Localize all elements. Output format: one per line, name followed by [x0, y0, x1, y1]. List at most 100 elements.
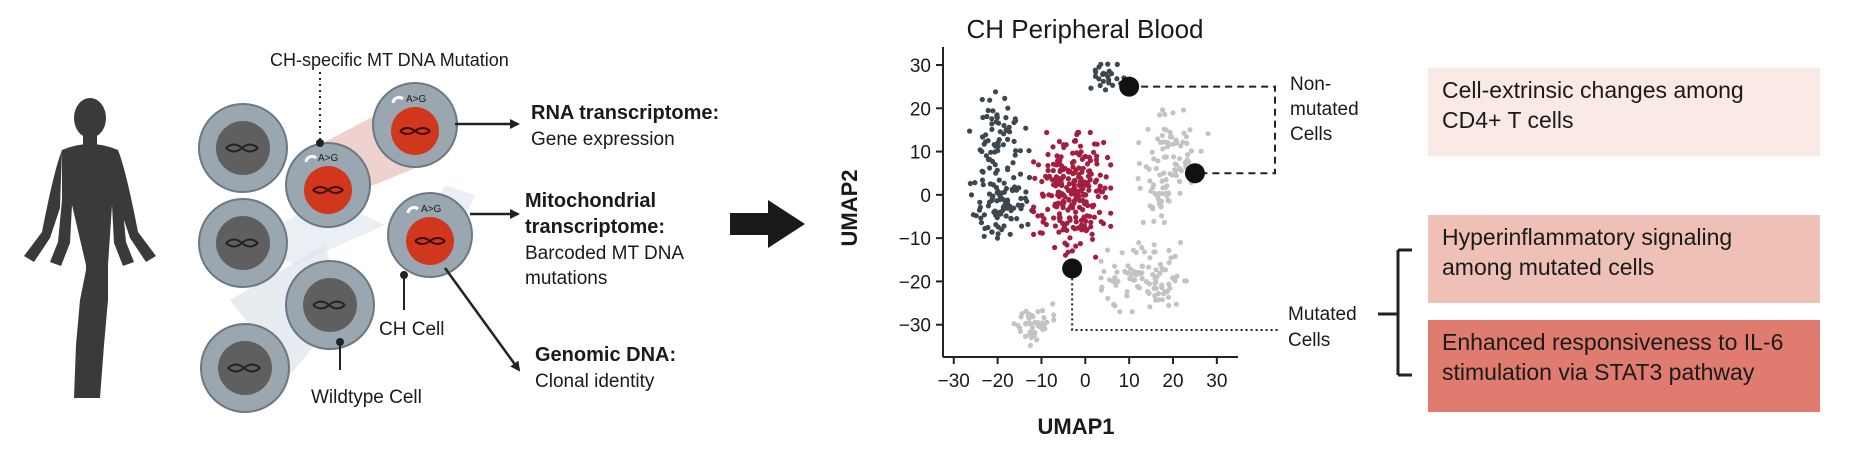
- scatter-point: [1022, 333, 1029, 339]
- finding-2-line1: Hyperinflammatory signaling: [1442, 224, 1733, 250]
- scatter-point: [1044, 129, 1050, 136]
- scatter-point: [1077, 197, 1083, 204]
- scatter-point: [1105, 74, 1111, 80]
- scatter-point: [1011, 138, 1017, 144]
- scatter-point: [1058, 154, 1064, 160]
- scatter-point: [987, 165, 993, 171]
- scatter-point: [983, 132, 989, 138]
- scatter-point: [1068, 187, 1074, 194]
- scatter-point: [1088, 224, 1094, 230]
- wildtype-cell-3: [285, 260, 375, 350]
- scatter-point: [1052, 244, 1058, 251]
- scatter-point: [1174, 273, 1180, 279]
- scatter-point: [1147, 304, 1153, 310]
- y-tick-label: −30: [899, 316, 931, 337]
- scatter-point: [1039, 178, 1045, 185]
- scatter-point: [1096, 64, 1102, 70]
- scatter-point: [1166, 260, 1172, 266]
- scatter-point: [1184, 140, 1190, 146]
- x-tick-label: 0: [1080, 371, 1091, 392]
- scatter-point: [1177, 179, 1183, 185]
- scatter-point: [1050, 144, 1056, 150]
- scatter-point: [1181, 130, 1187, 136]
- scatter-point: [997, 129, 1003, 135]
- scatter-point: [1035, 213, 1041, 219]
- scatter-point: [1149, 204, 1156, 210]
- scatter-point: [1176, 156, 1183, 162]
- scatter-point: [996, 177, 1002, 183]
- scatter-point: [1160, 267, 1166, 273]
- scatter-point: [985, 107, 991, 114]
- scatter-points: [967, 61, 1211, 349]
- scatter-point: [989, 126, 995, 132]
- scatter-point: [985, 224, 991, 231]
- scatter-point: [994, 113, 1000, 119]
- scatter-point: [1040, 321, 1046, 327]
- scatter-point: [1112, 275, 1118, 281]
- scatter-point: [1169, 172, 1175, 178]
- scatter-point: [1046, 192, 1052, 198]
- y-tick-label: 30: [910, 56, 931, 77]
- scatter-point: [978, 215, 984, 221]
- scatter-point: [1011, 205, 1017, 211]
- scatter-point: [1155, 291, 1162, 297]
- scatter-point: [1093, 254, 1099, 260]
- scatter-point: [1096, 76, 1102, 82]
- scatter-point: [1045, 167, 1051, 174]
- scatter-point: [1157, 112, 1163, 118]
- scatter-point: [1015, 322, 1021, 328]
- scatter-point: [1062, 240, 1068, 246]
- cluster-lower-right: [1098, 239, 1189, 315]
- scatter-point: [996, 120, 1002, 126]
- scatter-point: [1070, 150, 1076, 156]
- scatter-point: [1097, 172, 1103, 178]
- scatter-point: [1031, 209, 1037, 215]
- non-mutated-label-line1: Non-: [1290, 74, 1331, 95]
- scatter-point: [1005, 105, 1011, 111]
- scatter-point: [1098, 258, 1104, 264]
- scatter-point: [1103, 174, 1109, 180]
- scatter-point: [1170, 110, 1176, 116]
- scatter-point: [1092, 179, 1098, 185]
- scatter-point: [1023, 125, 1029, 131]
- finding-1-line2: CD4+ T cells: [1442, 106, 1574, 133]
- scatter-point: [1077, 143, 1084, 149]
- scatter-point: [1069, 205, 1076, 211]
- scatter-point: [1005, 136, 1011, 142]
- scatter-point: [1013, 118, 1019, 124]
- scatter-point: [1076, 171, 1082, 178]
- scatter-point: [1078, 176, 1084, 182]
- ch-cell-1: A>G: [285, 142, 371, 228]
- cluster-bottom-left: [1011, 301, 1057, 349]
- scatter-point: [1159, 297, 1165, 303]
- scatter-point: [1172, 253, 1178, 259]
- scatter-point: [1097, 82, 1103, 89]
- scatter-point: [1136, 285, 1142, 291]
- mutated-label-line1: Mutated: [1288, 304, 1357, 325]
- scatter-point: [1001, 203, 1008, 209]
- scatter-point: [1135, 176, 1141, 182]
- scatter-point: [1101, 268, 1107, 275]
- scatter-point: [988, 149, 994, 155]
- scatter-point: [992, 162, 998, 168]
- scatter-point: [1098, 219, 1104, 225]
- scatter-point: [1031, 204, 1037, 210]
- scatter-point: [980, 114, 986, 121]
- scatter-point: [1174, 140, 1180, 146]
- scatter-point: [1069, 160, 1075, 166]
- scatter-point: [1151, 156, 1157, 162]
- scatter-point: [980, 169, 986, 175]
- x-tick-label: −30: [938, 371, 970, 392]
- scatter-point: [977, 204, 984, 210]
- scatter-point: [1167, 129, 1173, 135]
- scatter-point: [1035, 322, 1041, 328]
- non-mutated-leader: [1129, 85, 1276, 175]
- mutated-label-line2: Cells: [1288, 330, 1330, 351]
- scatter-point: [983, 139, 989, 145]
- scatter-point: [1035, 309, 1041, 315]
- scatter-point: [1105, 154, 1111, 161]
- scatter-point: [1164, 183, 1170, 189]
- scatter-point: [1163, 127, 1169, 133]
- scatter-point: [1205, 131, 1211, 137]
- scatter-point: [1089, 231, 1095, 237]
